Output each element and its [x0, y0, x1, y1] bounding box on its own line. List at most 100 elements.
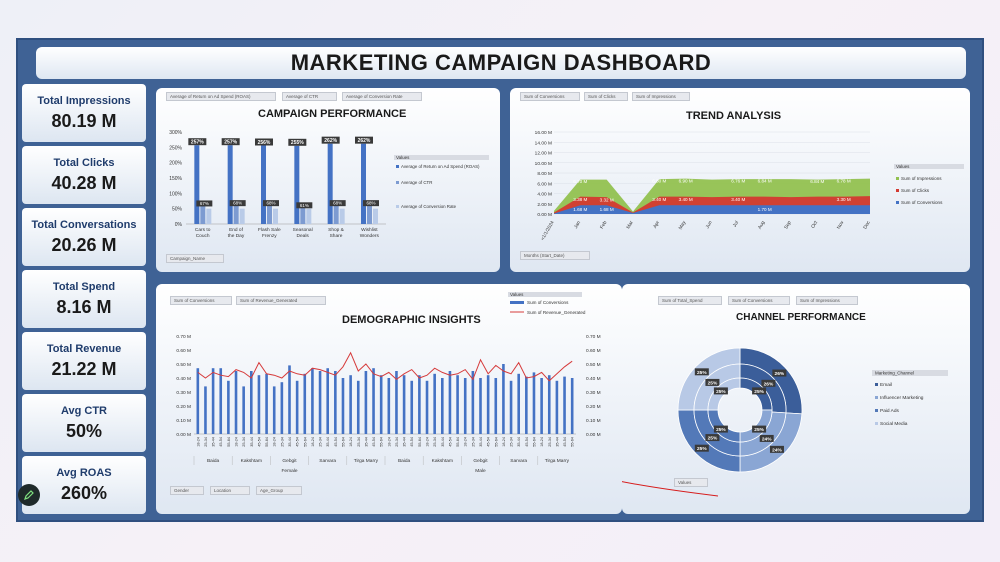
location-label: Tirga Marry — [354, 458, 379, 464]
conversions-bar — [532, 372, 536, 434]
x-tick-label: Flash Sale — [258, 227, 281, 233]
filter-chip[interactable]: Sum of Revenue_Generated — [236, 296, 326, 305]
age-group-tick-label: 45-54 — [448, 437, 452, 447]
conversions-bar — [448, 371, 452, 434]
conversions-bar — [265, 373, 268, 434]
conversions-bar — [227, 380, 230, 434]
months-slicer[interactable]: Months (Start_Date) — [520, 251, 590, 260]
age-group-tick-label: 25-34 — [433, 437, 437, 447]
age-group-tick-label: 45-54 — [257, 437, 261, 447]
age-group-slicer[interactable]: Age_Group — [256, 486, 302, 495]
age-group-tick-label: 25-34 — [357, 437, 361, 447]
y-tick-label-left: 0.20 M — [176, 404, 191, 410]
hand-drawn-underline — [622, 481, 719, 497]
age-group-tick-label: 25-34 — [204, 437, 208, 447]
conversions-bar — [334, 371, 337, 434]
age-group-tick-label: 18-24 — [426, 437, 430, 447]
conversion-rate-bar — [239, 208, 245, 224]
age-group-tick-label: 18-24 — [464, 437, 468, 447]
data-label-bg — [772, 369, 787, 377]
roas-data-label: 262% — [324, 138, 337, 144]
x-tick-label: Mar — [625, 220, 635, 231]
data-label-bg — [769, 445, 784, 453]
location-slicer[interactable]: Location — [210, 486, 250, 495]
data-label-bg — [713, 387, 728, 395]
y-tick-label: 6.00 M — [537, 181, 552, 187]
conversions-bar — [471, 371, 475, 434]
age-group-tick-label: 35-44 — [403, 437, 407, 447]
slice-label: 25% — [716, 389, 726, 395]
values-slicer[interactable]: Values — [674, 478, 708, 487]
x-tick-label: Wonders — [360, 233, 380, 239]
x-tick-label: Share — [330, 233, 343, 239]
ctr-data-label: 68% — [233, 201, 242, 206]
x-tick-label: Frenzy — [262, 233, 277, 239]
age-group-tick-label: 55-64 — [341, 437, 345, 447]
roas-bar — [227, 145, 233, 224]
filter-chip[interactable]: Average of Return on Ad Spend (ROAS) — [166, 92, 276, 101]
location-label: Baida — [207, 458, 220, 464]
filter-chip[interactable]: Average of Conversion Rate — [342, 92, 422, 101]
age-group-tick-label: 45-54 — [410, 437, 414, 447]
legend-header — [394, 155, 489, 160]
age-group-tick-label: 55-64 — [532, 437, 536, 447]
x-tick-label: Wishlist — [361, 227, 378, 233]
age-group-tick-label: 25-34 — [471, 437, 475, 447]
gender-label: Male — [475, 468, 486, 474]
kpi-value: 8.16 M — [56, 296, 112, 317]
data-label: 3.40 M — [679, 197, 693, 202]
roas-bar — [327, 143, 333, 224]
filter-chip[interactable]: Sum of Total_Spend — [658, 296, 722, 305]
location-label: Gebgit — [282, 458, 297, 464]
conversions-bar — [272, 386, 276, 434]
data-label: 6.90 M — [679, 178, 693, 183]
filter-chip[interactable]: Sum of Impressions — [632, 92, 690, 101]
data-label-bg — [759, 434, 774, 442]
data-label-bg — [694, 444, 709, 452]
filter-chip[interactable]: Sum of Impressions — [796, 296, 858, 305]
kpi-card: Total Revenue 21.22 M — [22, 332, 146, 390]
conversions-bar — [234, 371, 238, 434]
age-group-tick-label: 18-24 — [235, 437, 239, 447]
filter-chip[interactable]: Sum of Conversions — [520, 92, 580, 101]
age-group-tick-label: 55-64 — [380, 437, 384, 447]
data-label-bg — [705, 378, 720, 386]
roas-bar — [194, 145, 200, 224]
roas-data-label: 257% — [191, 140, 204, 146]
age-group-tick-label: 35-44 — [288, 437, 292, 447]
conversions-bar — [242, 386, 245, 434]
legend-swatch — [875, 396, 878, 399]
data-label: 3.30 M — [837, 197, 851, 202]
x-tick-label: Nov — [836, 219, 846, 230]
age-group-tick-label: 18-24 — [196, 437, 200, 447]
age-group-tick-label: 25-34 — [395, 437, 399, 447]
age-group-tick-label: 45-54 — [487, 437, 491, 447]
gender-slicer[interactable]: Gender — [170, 486, 204, 495]
conversions-bar — [326, 368, 329, 434]
legend-label: Average of Conversion Rate — [401, 204, 457, 209]
filter-chip[interactable]: Sum of Conversions — [170, 296, 232, 305]
legend-title: Values — [510, 292, 524, 297]
roas-bar — [294, 145, 300, 224]
campaign-name-slicer[interactable]: Campaign_Name — [166, 254, 224, 263]
pen-annotation-button[interactable] — [18, 484, 40, 506]
age-group-tick-label: 55-64 — [456, 437, 460, 447]
data-label: 6.70 M — [573, 179, 587, 184]
y-tick-label-right: 0.50 M — [586, 362, 601, 368]
ctr-bar — [267, 203, 272, 224]
x-tick-label: Seasonal — [293, 227, 313, 233]
x-tick-label: Dec — [862, 219, 872, 230]
filter-chip[interactable]: Average of CTR — [282, 92, 337, 101]
legend-label: Sum of Impressions — [901, 176, 942, 181]
legend-label: Sum of Clicks — [901, 188, 930, 193]
conversions-bar — [509, 380, 513, 434]
age-group-tick-label: 35-44 — [441, 437, 445, 447]
filter-chip[interactable]: Sum of Conversions — [728, 296, 790, 305]
age-group-tick-label: 45-54 — [219, 437, 223, 447]
kpi-value: 50% — [65, 420, 103, 441]
conversions-bar — [547, 375, 551, 434]
filter-chip[interactable]: Sum of Clicks — [584, 92, 628, 101]
conversions-bar — [425, 380, 429, 434]
data-label-bg — [713, 425, 728, 433]
conversions-bar — [341, 378, 345, 434]
